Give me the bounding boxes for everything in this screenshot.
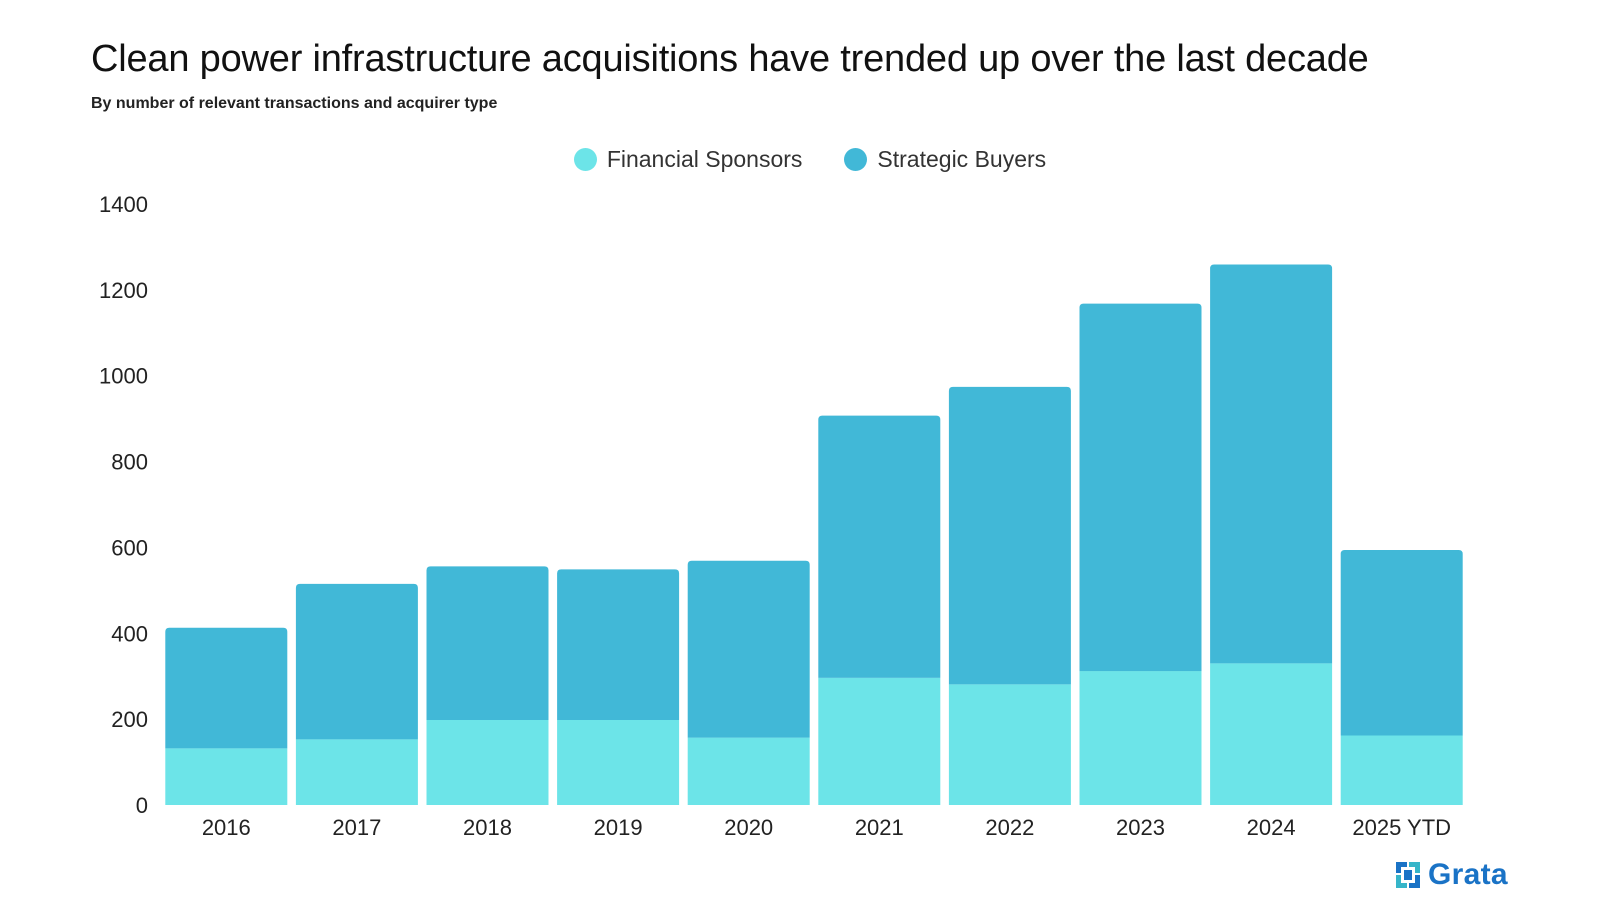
bar-financial-sponsors-2021[interactable]: [818, 677, 941, 805]
y-tick-label: 600: [111, 535, 148, 560]
bar-financial-sponsors-2019[interactable]: [557, 720, 680, 805]
grata-logo-icon: [1396, 862, 1420, 888]
y-tick-label: 1400: [99, 192, 148, 217]
chart-subtitle: By number of relevant transactions and a…: [91, 95, 498, 112]
y-tick-label: 400: [111, 621, 148, 646]
chart-legend: Financial Sponsors Strategic Buyers: [0, 146, 1600, 173]
bar-strategic-buyers-2020[interactable]: [687, 560, 810, 738]
y-tick-label: 1200: [99, 278, 148, 303]
bar-strategic-buyers-2025-ytd[interactable]: [1340, 550, 1463, 736]
y-tick-label: 200: [111, 707, 148, 732]
y-tick-label: 800: [111, 450, 148, 475]
legend-swatch-financial-sponsors: [573, 148, 597, 171]
x-tick-label: 2017: [332, 815, 381, 840]
legend-item-financial-sponsors[interactable]: Financial Sponsors: [573, 146, 803, 173]
bar-strategic-buyers-2017[interactable]: [295, 583, 418, 740]
bar-financial-sponsors-2023[interactable]: [1079, 671, 1202, 805]
bar-strategic-buyers-2019[interactable]: [557, 569, 680, 721]
x-tick-label: 2019: [594, 815, 643, 840]
legend-label-strategic-buyers: Strategic Buyers: [877, 146, 1047, 172]
brand-name: Grata: [1428, 858, 1508, 891]
bar-financial-sponsors-2020[interactable]: [687, 737, 810, 805]
bar-strategic-buyers-2023[interactable]: [1079, 303, 1202, 672]
bar-financial-sponsors-2017[interactable]: [295, 739, 418, 805]
x-tick-label: 2023: [1116, 815, 1165, 840]
x-tick-label: 2021: [855, 815, 904, 840]
y-tick-label: 0: [136, 793, 148, 818]
x-tick-label: 2018: [463, 815, 512, 840]
bar-financial-sponsors-2018[interactable]: [426, 720, 549, 805]
legend-item-strategic-buyers[interactable]: Strategic Buyers: [844, 146, 1046, 173]
x-tick-label: 2025 YTD: [1352, 815, 1451, 840]
x-tick-label: 2020: [724, 815, 773, 840]
bar-financial-sponsors-2016[interactable]: [165, 748, 288, 805]
legend-label-financial-sponsors: Financial Sponsors: [606, 146, 803, 172]
bar-strategic-buyers-2018[interactable]: [426, 566, 549, 721]
brand-logo: Grata: [1396, 858, 1508, 892]
x-tick-label: 2022: [985, 815, 1034, 840]
y-tick-label: 1000: [99, 364, 148, 389]
bar-strategic-buyers-2024[interactable]: [1210, 264, 1333, 664]
bar-strategic-buyers-2021[interactable]: [818, 415, 941, 678]
bar-financial-sponsors-2024[interactable]: [1210, 663, 1333, 805]
x-tick-label: 2016: [202, 815, 251, 840]
bar-strategic-buyers-2016[interactable]: [165, 627, 288, 749]
bar-strategic-buyers-2022[interactable]: [948, 386, 1071, 685]
legend-swatch-strategic-buyers: [844, 148, 868, 171]
x-tick-label: 2024: [1247, 815, 1296, 840]
chart-title: Clean power infrastructure acquisitions …: [91, 38, 1369, 80]
bar-financial-sponsors-2025-ytd[interactable]: [1340, 735, 1463, 805]
bar-financial-sponsors-2022[interactable]: [948, 684, 1071, 805]
